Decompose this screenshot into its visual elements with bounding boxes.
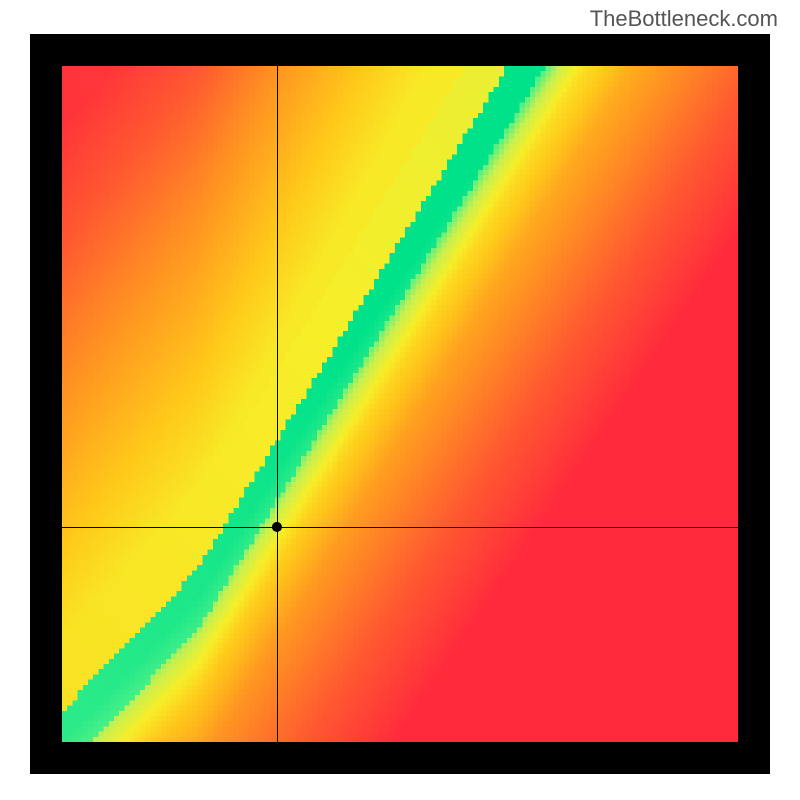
chart-container (30, 34, 770, 774)
watermark-text: TheBottleneck.com (590, 6, 778, 32)
crosshair-overlay (62, 66, 738, 742)
